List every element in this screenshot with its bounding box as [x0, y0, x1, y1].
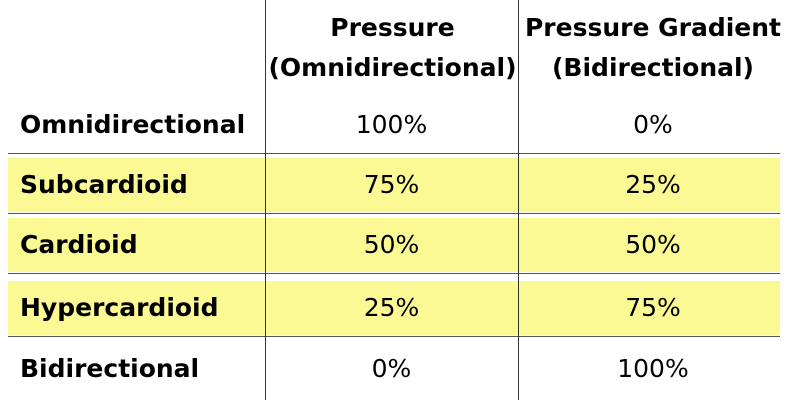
gradient-value: 75% — [625, 293, 681, 322]
pressure-value: 50% — [363, 230, 420, 259]
column-header-line: (Bidirectional) — [552, 53, 754, 82]
pressure-value: 100% — [355, 110, 428, 139]
table-row: Omnidirectional 100% 0% — [8, 98, 780, 152]
row-divider — [8, 153, 780, 154]
gradient-value: 50% — [625, 230, 681, 259]
table-row: Cardioid 50% 50% — [8, 218, 780, 272]
row-divider — [8, 273, 780, 274]
row-divider — [8, 213, 780, 214]
table-row: Subcardioid 75% 25% — [8, 158, 780, 212]
row-label: Cardioid — [20, 230, 138, 259]
row-divider — [8, 336, 780, 337]
table-row: Hypercardioid 25% 75% — [8, 281, 780, 335]
gradient-value: 25% — [625, 170, 681, 199]
column-header-pressure-gradient: Pressure Gradient (Bidirectional) — [520, 8, 786, 88]
row-label: Subcardioid — [20, 170, 188, 199]
pressure-value: 25% — [363, 293, 420, 322]
gradient-value: 100% — [617, 354, 689, 383]
row-label: Omnidirectional — [20, 110, 246, 139]
column-header-line: (Omnidirectional) — [268, 53, 517, 82]
column-header-pressure: Pressure (Omnidirectional) — [267, 8, 518, 88]
column-header-line: Pressure Gradient — [524, 13, 782, 42]
row-label: Bidirectional — [20, 354, 200, 383]
row-label: Hypercardioid — [20, 293, 219, 322]
column-header-line: Pressure — [330, 13, 455, 42]
pressure-value: 75% — [363, 170, 420, 199]
gradient-value: 0% — [633, 110, 673, 139]
column-divider — [265, 0, 266, 400]
pressure-value: 0% — [371, 354, 412, 383]
table-header: Pressure (Omnidirectional) Pressure Grad… — [0, 0, 788, 96]
column-divider — [518, 0, 519, 400]
table-row: Bidirectional 0% 100% — [8, 342, 780, 396]
